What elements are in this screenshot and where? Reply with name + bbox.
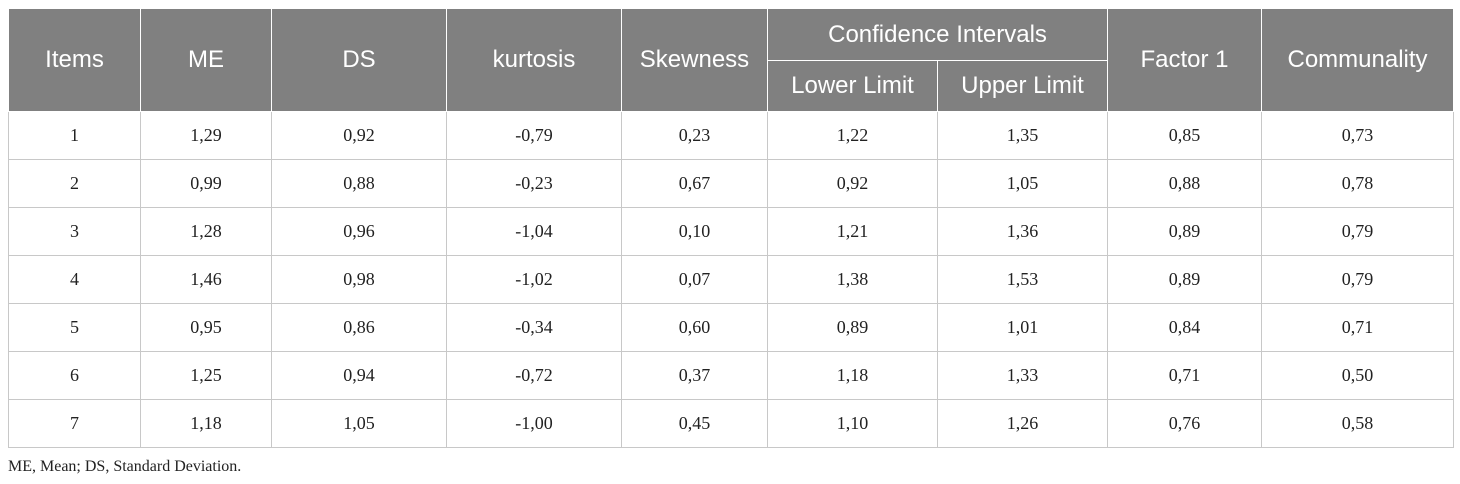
header-factor-1: Factor 1 [1107, 8, 1263, 112]
header-ds: DS [271, 8, 447, 112]
header-confidence-intervals: Confidence Intervals [766, 8, 1109, 61]
cell-item: 6 [8, 351, 141, 400]
cell-ds: 1,05 [271, 399, 447, 448]
table-footnote: ME, Mean; DS, Standard Deviation. [8, 458, 242, 475]
cell-upper-limit: 1,01 [936, 303, 1109, 352]
cell-factor-1: 0,76 [1107, 399, 1263, 448]
cell-lower-limit: 1,22 [767, 111, 938, 160]
table-header: Items ME DS kurtosis Skewness Confidence… [8, 8, 1455, 112]
cell-lower-limit: 0,89 [767, 303, 938, 352]
cell-ds: 0,96 [271, 207, 447, 256]
cell-upper-limit: 1,33 [936, 351, 1109, 400]
cell-ds: 0,88 [271, 159, 447, 208]
table-row: 2 0,99 0,88 -0,23 0,67 0,92 1,05 0,88 0,78 [8, 159, 1455, 208]
cell-upper-limit: 1,53 [936, 255, 1109, 304]
cell-me: 0,95 [140, 303, 272, 352]
cell-me: 0,99 [140, 159, 272, 208]
cell-factor-1: 0,88 [1107, 159, 1263, 208]
table-body: 1 1,29 0,92 -0,79 0,23 1,22 1,35 0,85 0,73 2 0,99 0… [8, 111, 1455, 448]
cell-kurtosis: -0,34 [446, 303, 622, 352]
cell-item: 1 [8, 111, 141, 160]
cell-me: 1,18 [140, 399, 272, 448]
cell-factor-1: 0,71 [1107, 351, 1263, 400]
statistics-table-container: Items ME DS kurtosis Skewness Confidence… [8, 8, 1455, 448]
table-row: 7 1,18 1,05 -1,00 0,45 1,10 1,26 0,76 0,58 [8, 399, 1455, 448]
cell-lower-limit: 1,10 [767, 399, 938, 448]
cell-kurtosis: -1,02 [446, 255, 622, 304]
header-kurtosis: kurtosis [446, 8, 622, 112]
cell-skewness: 0,45 [621, 399, 768, 448]
cell-upper-limit: 1,26 [936, 399, 1109, 448]
statistics-table: Items ME DS kurtosis Skewness Confidence… [8, 8, 1455, 448]
cell-skewness: 0,07 [621, 255, 768, 304]
cell-factor-1: 0,84 [1107, 303, 1263, 352]
cell-factor-1: 0,89 [1107, 207, 1263, 256]
cell-me: 1,28 [140, 207, 272, 256]
header-lower-limit: Lower Limit [767, 60, 938, 112]
cell-factor-1: 0,89 [1107, 255, 1263, 304]
cell-communality: 0,58 [1261, 399, 1455, 448]
cell-lower-limit: 1,18 [767, 351, 938, 400]
cell-skewness: 0,10 [621, 207, 768, 256]
table-row: 4 1,46 0,98 -1,02 0,07 1,38 1,53 0,89 0,79 [8, 255, 1455, 304]
table-row: 6 1,25 0,94 -0,72 0,37 1,18 1,33 0,71 0,50 [8, 351, 1455, 400]
header-skewness: Skewness [621, 8, 768, 112]
cell-communality: 0,79 [1261, 255, 1455, 304]
cell-item: 5 [8, 303, 141, 352]
cell-communality: 0,73 [1261, 111, 1455, 160]
header-items: Items [8, 8, 141, 112]
cell-lower-limit: 1,21 [767, 207, 938, 256]
cell-kurtosis: -0,79 [446, 111, 622, 160]
table-row: 5 0,95 0,86 -0,34 0,60 0,89 1,01 0,84 0,71 [8, 303, 1455, 352]
cell-ds: 0,86 [271, 303, 447, 352]
cell-communality: 0,50 [1261, 351, 1455, 400]
cell-kurtosis: -0,23 [446, 159, 622, 208]
cell-me: 1,25 [140, 351, 272, 400]
header-me: ME [140, 8, 272, 112]
cell-skewness: 0,67 [621, 159, 768, 208]
cell-upper-limit: 1,36 [936, 207, 1109, 256]
cell-ds: 0,94 [271, 351, 447, 400]
cell-communality: 0,71 [1261, 303, 1455, 352]
cell-ds: 0,98 [271, 255, 447, 304]
header-upper-limit: Upper Limit [936, 60, 1109, 112]
cell-ds: 0,92 [271, 111, 447, 160]
cell-communality: 0,78 [1261, 159, 1455, 208]
table-row: 3 1,28 0,96 -1,04 0,10 1,21 1,36 0,89 0,79 [8, 207, 1455, 256]
cell-kurtosis: -0,72 [446, 351, 622, 400]
cell-me: 1,29 [140, 111, 272, 160]
cell-upper-limit: 1,35 [936, 111, 1109, 160]
cell-item: 3 [8, 207, 141, 256]
cell-item: 2 [8, 159, 141, 208]
table-row: 1 1,29 0,92 -0,79 0,23 1,22 1,35 0,85 0,73 [8, 111, 1455, 160]
cell-kurtosis: -1,00 [446, 399, 622, 448]
cell-skewness: 0,60 [621, 303, 768, 352]
cell-item: 4 [8, 255, 141, 304]
cell-kurtosis: -1,04 [446, 207, 622, 256]
cell-item: 7 [8, 399, 141, 448]
cell-skewness: 0,23 [621, 111, 768, 160]
cell-factor-1: 0,85 [1107, 111, 1263, 160]
header-communality: Communality [1261, 8, 1455, 112]
cell-upper-limit: 1,05 [936, 159, 1109, 208]
cell-me: 1,46 [140, 255, 272, 304]
cell-lower-limit: 1,38 [767, 255, 938, 304]
cell-skewness: 0,37 [621, 351, 768, 400]
cell-lower-limit: 0,92 [767, 159, 938, 208]
cell-communality: 0,79 [1261, 207, 1455, 256]
